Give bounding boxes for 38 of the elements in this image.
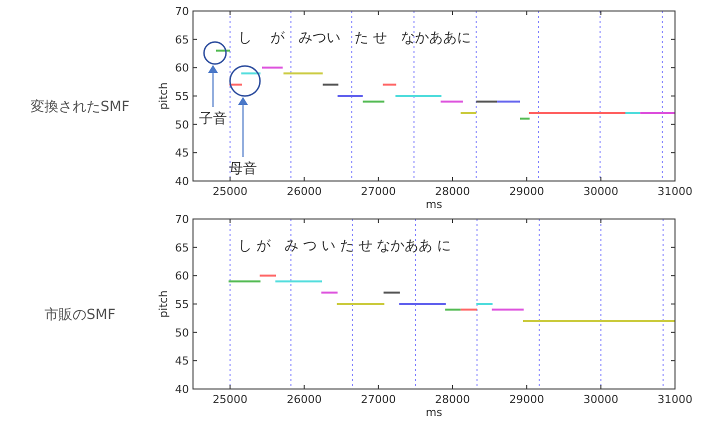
text: 変換されたSMF bbox=[30, 99, 130, 115]
y-tick-label: 50 bbox=[175, 118, 189, 132]
y-tick-label: 45 bbox=[175, 146, 189, 160]
x-tick-label: 30000 bbox=[583, 393, 618, 406]
x-tick-label: 26000 bbox=[286, 393, 322, 406]
x-tick-label: 29000 bbox=[509, 185, 544, 198]
y-tick-label: 70 bbox=[175, 213, 189, 226]
text: 市販のSMF bbox=[44, 307, 116, 323]
y-tick-label: 65 bbox=[175, 241, 189, 254]
x-tick-label: 27000 bbox=[360, 393, 396, 406]
x-tick-label: 31000 bbox=[658, 393, 692, 406]
y-tick-label: 45 bbox=[175, 354, 189, 368]
x-tick-label: 28000 bbox=[435, 393, 470, 406]
x-tick-label: 25000 bbox=[212, 185, 248, 198]
y-tick-label: 55 bbox=[175, 90, 189, 103]
x-tick-label: 25000 bbox=[212, 393, 248, 406]
x-tick-label: 30000 bbox=[583, 185, 618, 198]
x-tick-label: 28000 bbox=[435, 185, 470, 198]
y-tick-label: 55 bbox=[175, 298, 189, 311]
x-tick-label: 26000 bbox=[286, 185, 322, 198]
annotation: 母音 bbox=[229, 161, 257, 177]
y-axis-title: pitch bbox=[157, 290, 170, 318]
y-tick-label: 40 bbox=[175, 383, 189, 396]
y-tick-label: 50 bbox=[175, 326, 189, 340]
x-axis-title: ms bbox=[426, 198, 442, 211]
y-tick-label: 60 bbox=[175, 270, 189, 283]
x-tick-label: 27000 bbox=[360, 185, 396, 198]
y-tick-label: 65 bbox=[175, 33, 189, 46]
y-axis-title: pitch bbox=[157, 82, 170, 110]
x-axis-title: ms bbox=[426, 406, 442, 419]
annotation: し が みつい た せ なかああに bbox=[238, 30, 471, 46]
y-tick-label: 40 bbox=[175, 175, 189, 188]
annotation: 子音 bbox=[199, 111, 227, 127]
y-tick-label: 60 bbox=[175, 62, 189, 75]
x-tick-label: 29000 bbox=[509, 393, 544, 406]
annotation: し が み つ い た せ なかああ に bbox=[238, 238, 452, 254]
y-tick-label: 70 bbox=[175, 5, 189, 18]
x-tick-label: 31000 bbox=[658, 185, 692, 198]
